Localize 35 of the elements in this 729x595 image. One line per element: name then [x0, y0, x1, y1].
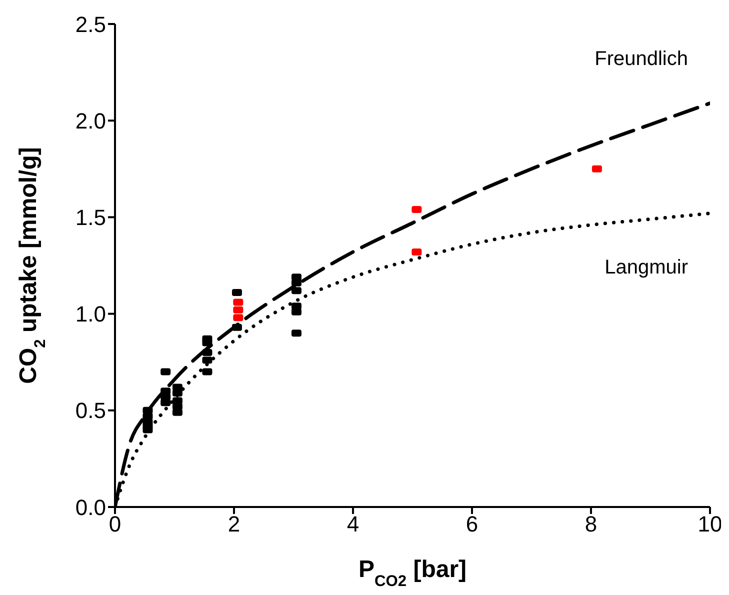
point — [233, 306, 244, 314]
point — [412, 248, 422, 256]
point — [291, 308, 302, 316]
point — [592, 165, 602, 172]
y-tick-label: 2.5 — [75, 12, 106, 37]
point — [291, 330, 302, 337]
point — [142, 426, 153, 434]
point — [172, 390, 182, 397]
point — [172, 408, 182, 416]
y-tick-label: 0.0 — [75, 494, 106, 520]
point — [202, 368, 212, 376]
y-tick-label: 0.5 — [75, 398, 106, 424]
series-label: Langmuir — [604, 256, 688, 278]
point — [202, 348, 212, 356]
x-tick-label: 8 — [584, 512, 598, 537]
x-tick-label: 2 — [228, 512, 240, 537]
point — [160, 368, 171, 376]
x-tick-label: 4 — [346, 512, 360, 537]
y-tick-label: 1.0 — [75, 302, 106, 327]
point — [202, 356, 212, 364]
x-tick-label: 6 — [466, 512, 478, 537]
x-tick-label: 0 — [108, 512, 122, 537]
point — [291, 279, 302, 286]
x-axis-title: P$_{CO2}$ [bar] — [358, 556, 467, 590]
y-tick-label: 2.0 — [75, 108, 106, 134]
point — [160, 399, 171, 406]
point — [232, 289, 242, 296]
point — [233, 298, 244, 306]
y-tick-label: 1.5 — [75, 205, 106, 230]
point — [202, 339, 212, 346]
series-label: Freundlich — [594, 48, 688, 70]
point — [232, 324, 242, 331]
point — [233, 314, 244, 322]
point — [412, 206, 422, 213]
point — [291, 287, 302, 294]
